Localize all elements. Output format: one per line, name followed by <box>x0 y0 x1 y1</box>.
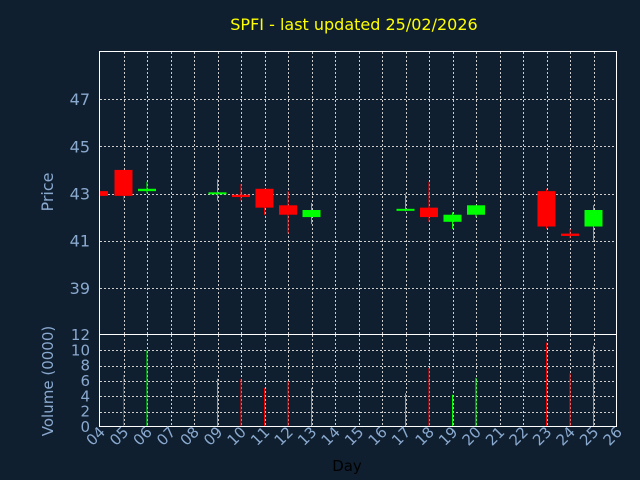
candle-body <box>255 188 274 208</box>
candle-body <box>279 205 297 215</box>
price-axis-label: Price <box>38 172 57 211</box>
price-tick-label: 45 <box>70 137 90 156</box>
candle-body <box>443 214 462 222</box>
volume-tick-label: 10 <box>71 341 90 359</box>
price-ticks: 39 41 43 45 47 <box>70 90 90 298</box>
x-axis-label: Day <box>332 457 362 475</box>
volume-bars <box>123 342 594 427</box>
volume-tick-label: 12 <box>71 326 90 344</box>
candle-body <box>208 192 227 195</box>
candle-body <box>561 233 579 236</box>
price-panel: 39 41 43 45 47 Price <box>38 51 617 335</box>
candle-body <box>114 169 133 196</box>
candle-body <box>396 208 415 211</box>
volume-axis-label: Volume (0000) <box>39 326 57 436</box>
volume-tick-label: 8 <box>80 357 90 375</box>
price-candles <box>100 169 603 241</box>
candle-body <box>537 191 556 227</box>
price-tick-label: 43 <box>70 185 90 204</box>
volume-tick-label: 0 <box>80 418 90 436</box>
candle-body <box>100 191 108 196</box>
candle-body <box>232 194 250 198</box>
candle-body <box>420 207 438 218</box>
price-tick-label: 47 <box>70 90 90 109</box>
price-tick-label: 39 <box>70 279 90 298</box>
candle-body <box>467 205 485 215</box>
chart-title: SPFI - last updated 25/02/2026 <box>230 15 477 34</box>
volume-frame <box>99 334 617 427</box>
x-tick-labels: 0405060708091011121314151617181920212223… <box>83 423 626 449</box>
volume-tick-label: 6 <box>80 372 90 390</box>
volume-tick-label: 2 <box>80 403 90 421</box>
candle-body <box>302 210 321 218</box>
volume-tick-label: 4 <box>80 387 90 405</box>
candle-body <box>138 188 156 192</box>
price-tick-label: 41 <box>70 232 90 251</box>
candle-body <box>584 210 603 227</box>
